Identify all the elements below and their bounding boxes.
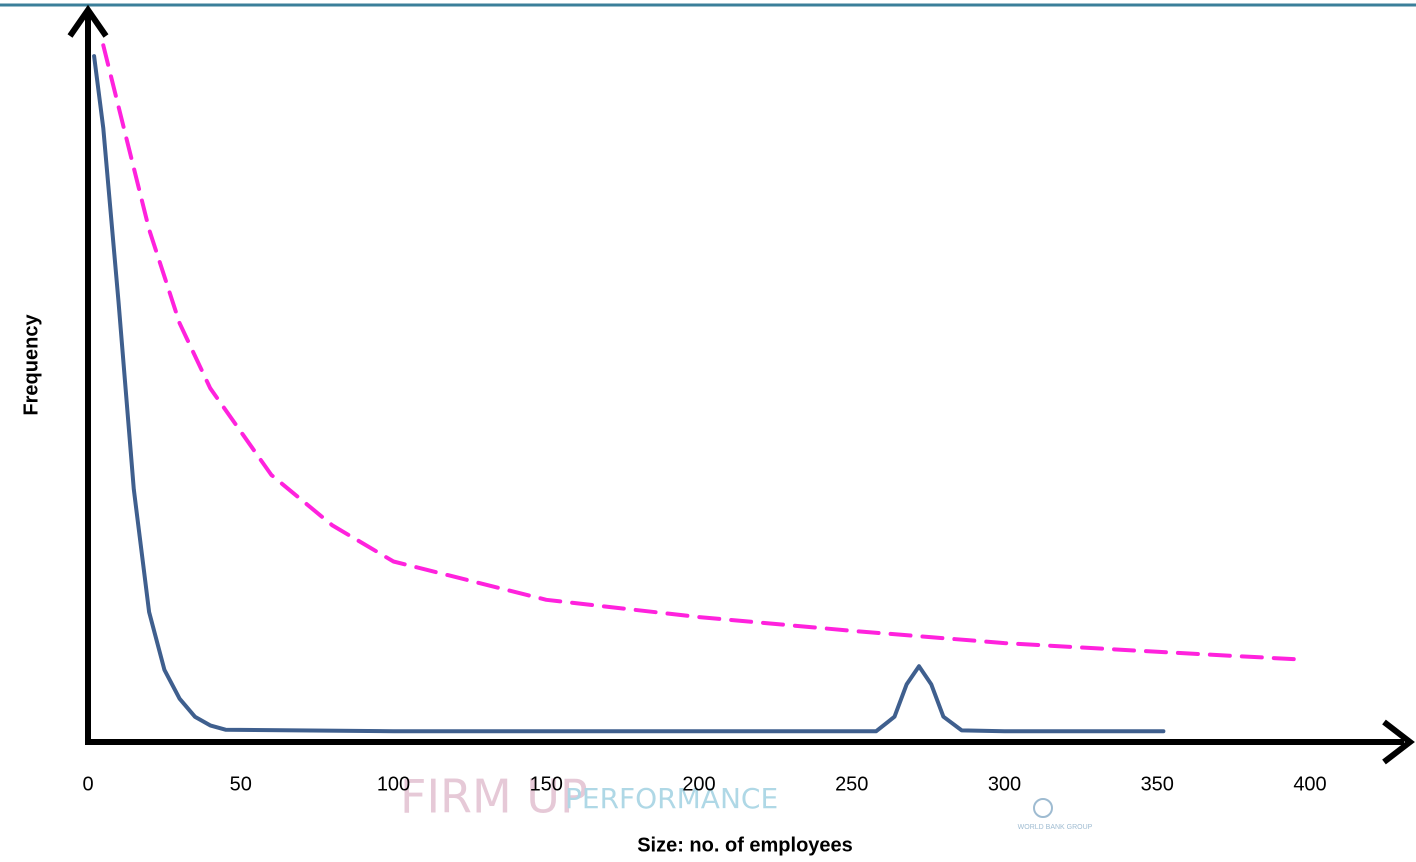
x-tick-label: 400 xyxy=(1293,773,1326,795)
x-tick-label: 350 xyxy=(1141,773,1174,795)
x-axis-label: Size: no. of employees xyxy=(637,834,853,856)
x-tick-label: 0 xyxy=(82,773,93,795)
watermark-text: WORLD BANK GROUP xyxy=(1018,824,1093,831)
logo-icon xyxy=(1033,798,1053,818)
x-tick-label: 100 xyxy=(377,773,410,795)
x-tick-label: 250 xyxy=(835,773,868,795)
y-axis-label: Frequency xyxy=(20,314,42,416)
watermark-text: PERFORMANCE xyxy=(565,782,778,815)
series-line xyxy=(101,43,1306,662)
watermark: FIRM UP PERFORMANCE WORLD BANK GROUP xyxy=(400,770,1093,831)
watermark-text: FIRM UP xyxy=(400,770,588,824)
y-axis-arrow xyxy=(67,4,109,38)
x-tick-label: 200 xyxy=(682,773,715,795)
series-line xyxy=(92,54,1166,734)
x-tick-label: 150 xyxy=(530,773,563,795)
x-tick-label: 50 xyxy=(230,773,252,795)
x-axis-arrow xyxy=(1382,719,1415,765)
x-tick-label: 300 xyxy=(988,773,1021,795)
